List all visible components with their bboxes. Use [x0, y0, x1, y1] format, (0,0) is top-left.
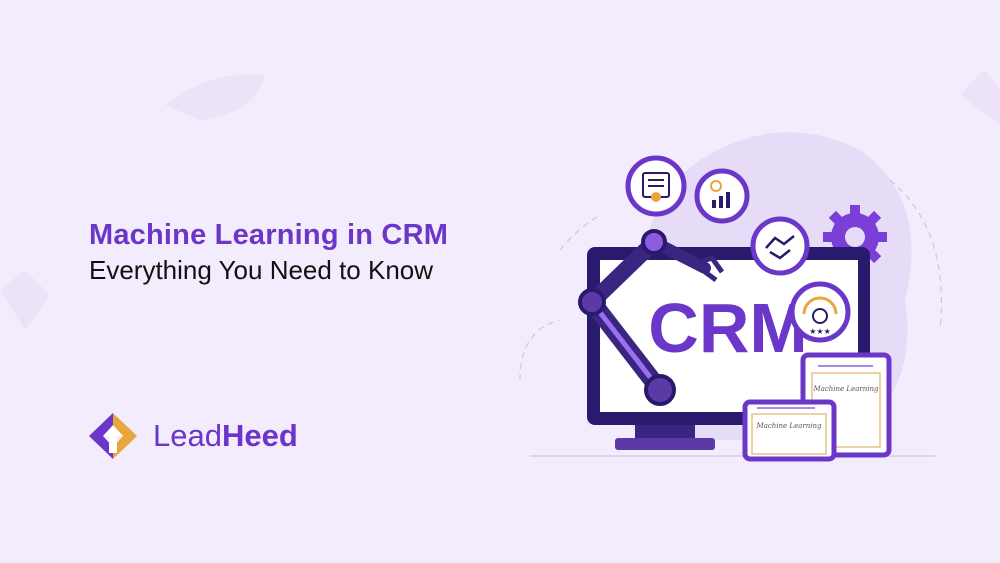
leadheed-logo-icon — [89, 413, 137, 459]
card-back-text: Machine Learning — [813, 385, 879, 393]
banner-subtitle: Everything You Need to Know — [89, 255, 434, 285]
decor-shape — [165, 74, 265, 120]
brand-logo: LeadHeed — [89, 413, 298, 459]
svg-text:★★★: ★★★ — [809, 327, 831, 336]
checklist-icon — [625, 155, 687, 217]
growth-chart-icon — [694, 168, 750, 224]
customer-rating-icon: ★★★ — [789, 281, 851, 343]
card-front: Machine Learning — [742, 399, 837, 462]
brand-name-bold: Heed — [221, 418, 298, 453]
robot-arm-icon — [578, 229, 725, 406]
decor-arrow-left — [0, 270, 50, 330]
handshake-icon — [750, 216, 810, 276]
brand-name-light: Lead — [153, 418, 222, 453]
card-front-text: Machine Learning — [756, 422, 822, 430]
crm-screen-text: CRM — [648, 289, 807, 367]
brand-name: LeadHeed — [153, 418, 298, 454]
banner-title: Machine Learning in CRM — [89, 219, 449, 251]
decor-arrow-right — [960, 70, 1000, 125]
